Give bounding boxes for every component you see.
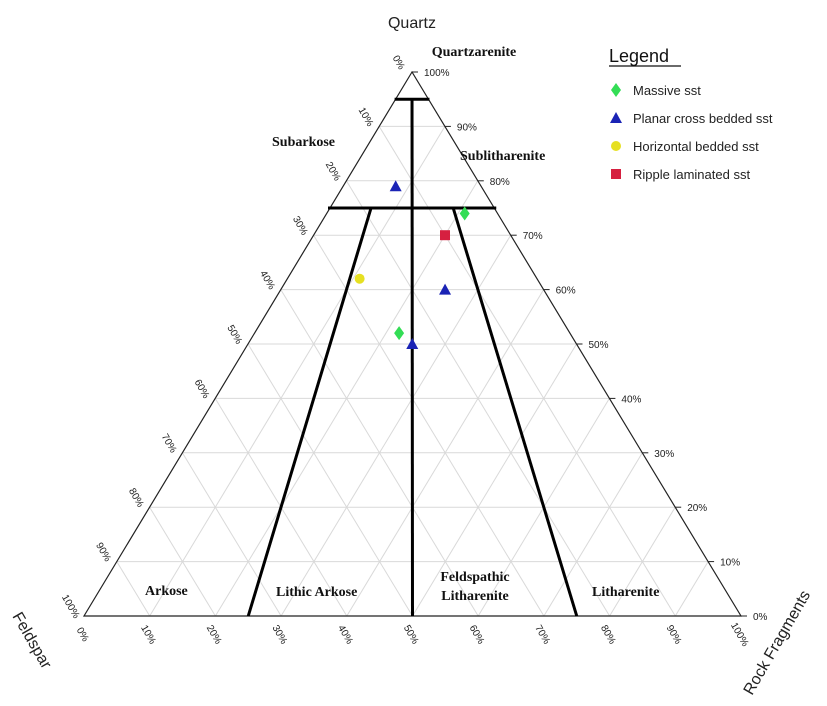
legend-marker-diamond: [611, 83, 621, 97]
tick-label-rock: 60%: [467, 623, 487, 646]
grid-line-rock: [149, 126, 446, 617]
grid-line-feldspar: [116, 561, 151, 617]
field-label-feldspathic: Feldspathic: [440, 570, 509, 585]
grid-line-feldspar: [181, 452, 282, 617]
tick-label-quartz: 90%: [457, 122, 477, 133]
vertex-label-right: Rock Fragments: [741, 588, 814, 698]
legend-label: Massive sst: [633, 83, 701, 98]
legend-label: Planar cross bedded sst: [633, 111, 773, 126]
tick-label-feldspar: 60%: [192, 378, 212, 401]
point-layer: [354, 180, 470, 349]
field-label-sublitharenite: Sublitharenite: [460, 149, 545, 164]
data-point-triangle: [389, 180, 402, 192]
grid-line-feldspar: [247, 343, 413, 617]
tick-label-feldspar: 100%: [59, 593, 81, 621]
tick-label-rock: 10%: [138, 623, 158, 646]
vertex-label-left: Feldspar: [9, 610, 55, 673]
legend-title: Legend: [609, 46, 669, 66]
tick-label-feldspar: 90%: [93, 541, 113, 564]
tick-label-quartz: 70%: [523, 231, 543, 242]
tick-label-rock: 90%: [664, 623, 684, 646]
grid-line-rock: [543, 452, 643, 617]
tick-label-quartz: 100%: [424, 68, 450, 79]
legend-marker-triangle: [610, 112, 622, 123]
tick-label-feldspar: 70%: [159, 432, 179, 455]
field-label-subarkose: Subarkose: [272, 135, 335, 150]
grid-line-rock: [412, 343, 577, 617]
tick-label-quartz: 30%: [654, 449, 674, 460]
tick-label-feldspar: 0%: [390, 54, 407, 72]
data-point-square: [440, 230, 450, 241]
grid-line-rock: [609, 506, 676, 617]
tick-label-rock: 80%: [598, 623, 618, 646]
tick-label-rock: 100%: [728, 621, 750, 649]
grid-line-feldspar: [378, 126, 676, 617]
field-label-lithic-arkose: Lithic Arkose: [276, 585, 357, 600]
tick-label-quartz: 20%: [687, 503, 707, 514]
tick-label-quartz: 10%: [720, 558, 740, 569]
tick-label-rock: 50%: [401, 623, 421, 646]
data-point-triangle: [439, 283, 452, 295]
grid-line-feldspar: [149, 506, 216, 617]
grid-line-rock: [280, 234, 512, 617]
field-label-arkose: Arkose: [145, 584, 188, 599]
tick-label-feldspar: 30%: [290, 215, 310, 238]
field-label-litharenite: Litharenite: [592, 585, 659, 600]
tick-label-feldspar: 10%: [356, 106, 376, 129]
tick-label-feldspar: 40%: [257, 269, 277, 292]
grid-line-feldspar: [313, 234, 545, 617]
tick-label-feldspar: 20%: [323, 160, 343, 183]
tick-label-quartz: 0%: [753, 612, 768, 623]
field-label-quartzarenite: Quartzarenite: [432, 45, 517, 60]
boundary-ratio-0.25: [246, 207, 373, 617]
legend-label: Horizontal bedded sst: [633, 139, 759, 154]
field-layer: Quartzarenite Subarkose Sublitharenite Arko…: [145, 45, 659, 604]
tick-label-rock: 30%: [269, 623, 289, 646]
vertex-label-top: Quartz: [388, 15, 436, 32]
tick-label-quartz: 40%: [621, 394, 641, 405]
tick-label-rock: 70%: [532, 623, 552, 646]
data-point-diamond: [459, 206, 470, 221]
data-point-triangle: [406, 338, 419, 349]
legend: Legend Massive sst Planar cross bedded sst…: [609, 46, 773, 182]
grid-line-rock: [674, 561, 709, 617]
tick-label-rock: 20%: [204, 623, 224, 646]
legend-label: Ripple laminated sst: [633, 167, 750, 182]
data-point-diamond: [394, 326, 405, 341]
tick-label-rock: 40%: [335, 623, 355, 646]
data-point-circle: [354, 273, 365, 284]
tick-label-feldspar: 80%: [126, 487, 146, 510]
legend-marker-square: [611, 169, 621, 179]
legend-marker-circle: [611, 141, 621, 151]
boundary-layer: [246, 97, 579, 617]
tick-label-quartz: 60%: [556, 286, 576, 297]
tick-label-quartz: 50%: [589, 340, 609, 351]
boundary-ratio-0.75: [451, 207, 579, 617]
field-label-feldspathic-2: Litharenite: [441, 589, 508, 604]
tick-label-feldspar: 50%: [224, 323, 244, 346]
tick-label-quartz: 80%: [490, 177, 510, 188]
tick-label-rock: 0%: [74, 626, 91, 644]
